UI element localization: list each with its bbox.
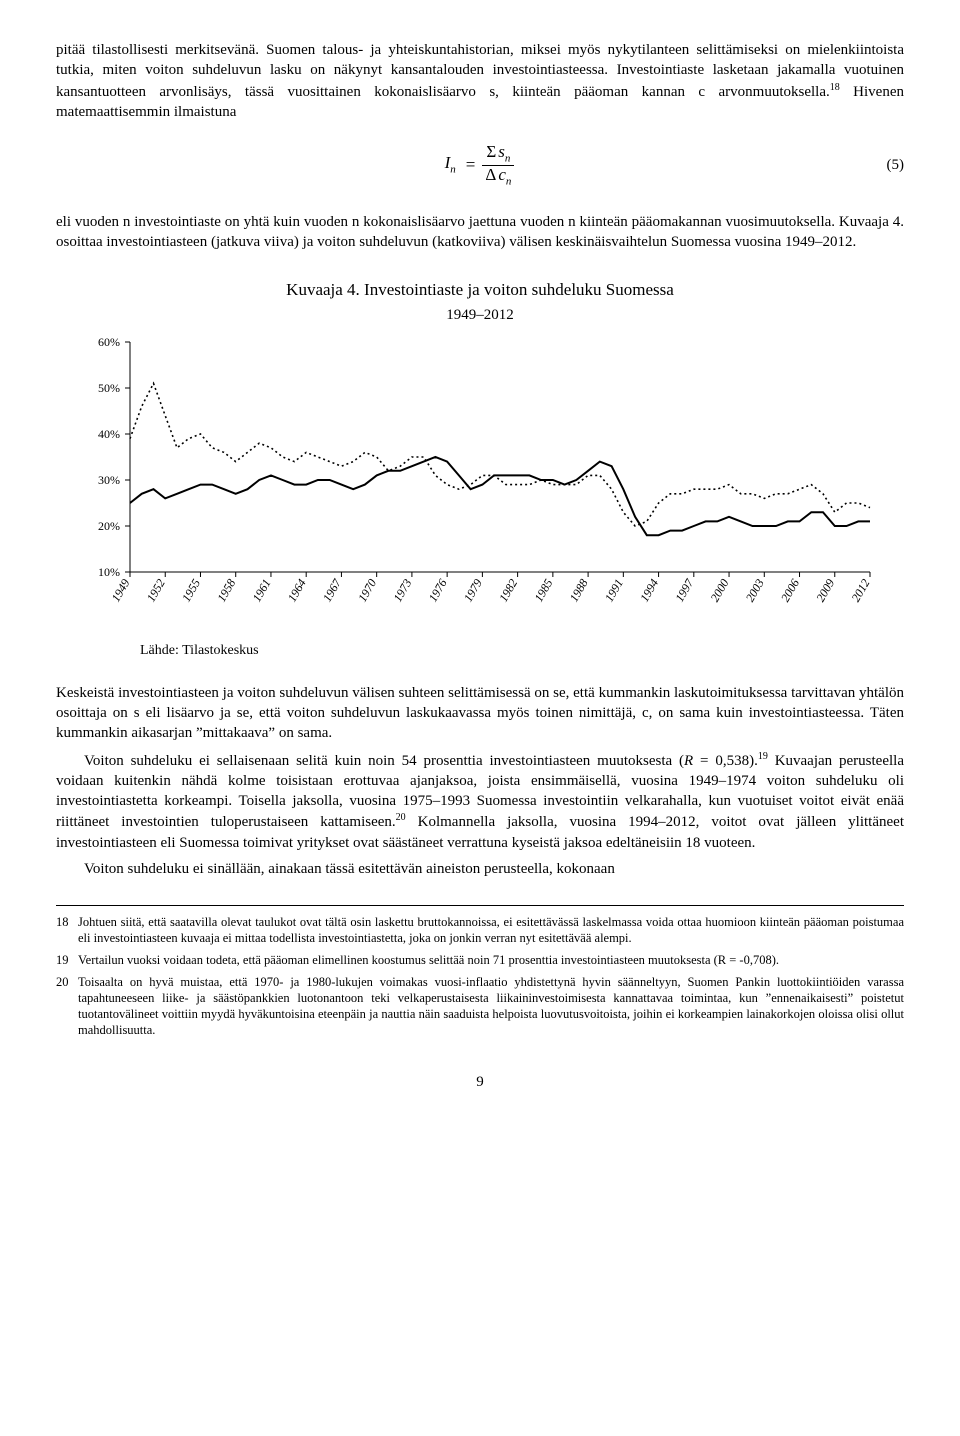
svg-text:2009: 2009 bbox=[813, 576, 837, 604]
svg-text:1985: 1985 bbox=[531, 576, 555, 604]
svg-text:1952: 1952 bbox=[144, 576, 168, 604]
footnote-number: 18 bbox=[56, 914, 78, 946]
footnote-text: Johtuen siitä, että saatavilla olevat ta… bbox=[78, 914, 904, 946]
eq-lhs-sub: n bbox=[450, 164, 456, 176]
svg-text:30%: 30% bbox=[98, 473, 120, 487]
footnote: 18Johtuen siitä, että saatavilla olevat … bbox=[56, 914, 904, 946]
footnotes: 18Johtuen siitä, että saatavilla olevat … bbox=[56, 905, 904, 1038]
paragraph-2: eli vuoden n investointiaste on yhtä kui… bbox=[56, 212, 904, 253]
footnote: 20Toisaalta on hyvä muistaa, että 1970- … bbox=[56, 974, 904, 1038]
chart-subtitle: 1949–2012 bbox=[56, 305, 904, 325]
svg-text:1994: 1994 bbox=[637, 576, 661, 604]
para1-text: pitää tilastollisesti merkitsevänä. Suom… bbox=[56, 42, 904, 100]
svg-text:1976: 1976 bbox=[426, 576, 450, 604]
svg-text:1958: 1958 bbox=[214, 576, 238, 604]
svg-text:1961: 1961 bbox=[249, 576, 273, 604]
eq-den-sub: n bbox=[506, 175, 512, 187]
eq-delta: Δ bbox=[485, 165, 496, 184]
footnote-text: Vertailun vuoksi voidaan todeta, että pä… bbox=[78, 952, 904, 968]
svg-text:1955: 1955 bbox=[179, 576, 203, 604]
chart-title: Kuvaaja 4. Investointiaste ja voiton suh… bbox=[56, 279, 904, 302]
paragraph-3: Keskeistä investointiasteen ja voiton su… bbox=[56, 683, 904, 744]
line-chart: 10% 20% 30% 40% 50% 60% 1949 1952 1955 1958 1961 19… bbox=[70, 332, 890, 632]
svg-text:60%: 60% bbox=[98, 335, 120, 349]
equation-number: (5) bbox=[887, 155, 905, 175]
svg-text:1970: 1970 bbox=[355, 576, 379, 604]
page-number: 9 bbox=[56, 1072, 904, 1092]
paragraph-4: Voiton suhdeluku ei sellaisenaan selitä … bbox=[56, 750, 904, 853]
equation-body: In = Σsn Δcn bbox=[445, 143, 516, 188]
svg-text:1991: 1991 bbox=[602, 576, 626, 604]
eq-equals: = bbox=[466, 154, 476, 177]
paragraph-1: pitää tilastollisesti merkitsevänä. Suom… bbox=[56, 40, 904, 122]
para4-r: R bbox=[684, 753, 693, 769]
footnote-text: Toisaalta on hyvä muistaa, että 1970- ja… bbox=[78, 974, 904, 1038]
para4-c: = 0,538). bbox=[693, 753, 758, 769]
svg-text:10%: 10% bbox=[98, 565, 120, 579]
para4-a: Voiton suhdeluku ei sellaisenaan selitä … bbox=[84, 753, 684, 769]
svg-text:2012: 2012 bbox=[848, 576, 872, 604]
footnote-number: 20 bbox=[56, 974, 78, 1038]
svg-text:1964: 1964 bbox=[285, 576, 309, 604]
fnref-18: 18 bbox=[830, 82, 840, 93]
eq-sigma: Σ bbox=[486, 142, 496, 161]
svg-text:1982: 1982 bbox=[496, 576, 520, 604]
svg-text:1997: 1997 bbox=[672, 575, 697, 604]
svg-text:2003: 2003 bbox=[743, 576, 767, 604]
paragraph-5: Voiton suhdeluku ei sinällään, ainakaan … bbox=[56, 859, 904, 879]
svg-text:40%: 40% bbox=[98, 427, 120, 441]
eq-num-sub: n bbox=[505, 152, 511, 164]
chart-container: 10% 20% 30% 40% 50% 60% 1949 1952 1955 1958 1961 19… bbox=[70, 332, 890, 638]
eq-fraction: Σsn Δcn bbox=[481, 143, 515, 188]
svg-text:2006: 2006 bbox=[778, 576, 802, 604]
fnref-19: 19 bbox=[758, 751, 768, 762]
chart-source: Lähde: Tilastokeskus bbox=[140, 642, 904, 661]
svg-text:1979: 1979 bbox=[461, 576, 485, 604]
svg-text:1973: 1973 bbox=[390, 576, 414, 604]
footnote: 19Vertailun vuoksi voidaan todeta, että … bbox=[56, 952, 904, 968]
svg-text:20%: 20% bbox=[98, 519, 120, 533]
footnote-number: 19 bbox=[56, 952, 78, 968]
svg-text:50%: 50% bbox=[98, 381, 120, 395]
svg-text:1967: 1967 bbox=[320, 575, 345, 604]
eq-num-var: s bbox=[498, 142, 505, 161]
equation-5: In = Σsn Δcn (5) bbox=[56, 136, 904, 194]
eq-den-var: c bbox=[498, 165, 506, 184]
svg-text:1949: 1949 bbox=[108, 576, 132, 604]
svg-text:2000: 2000 bbox=[708, 576, 732, 604]
fnref-20: 20 bbox=[396, 812, 406, 823]
svg-text:1988: 1988 bbox=[567, 576, 591, 604]
